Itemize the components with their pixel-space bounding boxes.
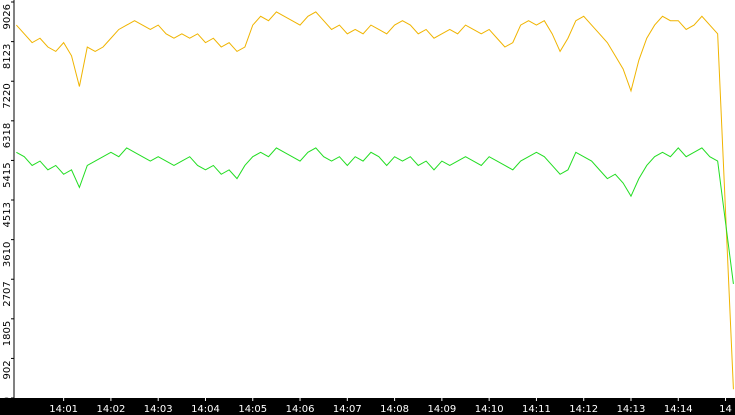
x-tick-label: 14:12 <box>569 404 598 415</box>
y-tick-label: 4513 <box>2 202 13 227</box>
series-line <box>15 11 734 390</box>
y-tick-label: 7220 <box>2 83 13 108</box>
x-tick-label: 14:13 <box>617 404 646 415</box>
y-tick-label: 0 <box>2 397 13 403</box>
y-tick-label: 8123 <box>2 44 13 69</box>
x-tick-label: 14:05 <box>238 404 267 415</box>
x-tick-label: 14:06 <box>286 404 315 415</box>
x-tick-label: 14:09 <box>427 404 456 415</box>
x-tick-label: 14:11 <box>522 404 551 415</box>
x-tick-label: 14:04 <box>191 404 220 415</box>
y-tick-label: 6318 <box>2 123 13 148</box>
y-tick-label: 3610 <box>2 242 13 267</box>
x-tick-label: 14:03 <box>144 404 173 415</box>
x-tick-label: 14:14 <box>664 404 693 415</box>
x-tick-label: 14 <box>719 404 732 415</box>
x-tick-label: 14:10 <box>475 404 504 415</box>
x-axis-bar <box>0 398 735 415</box>
y-tick-label: 5415 <box>2 162 13 187</box>
y-tick-label: 9026 <box>2 4 13 29</box>
x-tick-label: 14:01 <box>49 404 78 415</box>
series-line <box>16 147 734 284</box>
y-tick-label: 902 <box>2 360 13 379</box>
y-tick-label: 2707 <box>2 281 13 306</box>
x-tick-label: 14:08 <box>380 404 409 415</box>
x-tick-label: 14:07 <box>333 404 362 415</box>
y-tick-label: 1805 <box>2 321 13 346</box>
x-tick-label: 14:02 <box>97 404 126 415</box>
